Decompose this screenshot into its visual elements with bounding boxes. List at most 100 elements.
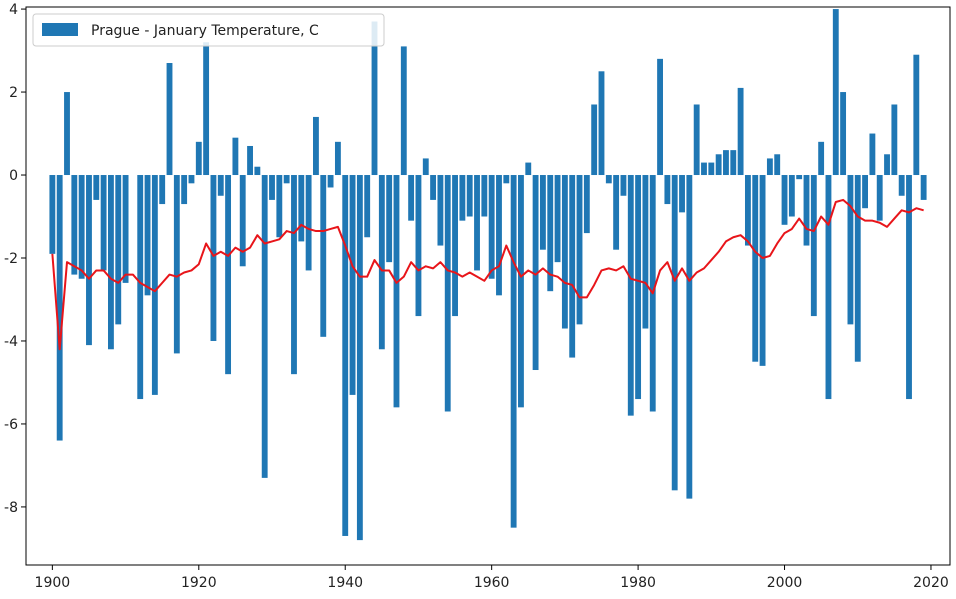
bar bbox=[598, 71, 605, 176]
bar bbox=[71, 175, 78, 275]
bar bbox=[737, 87, 744, 176]
bar bbox=[437, 175, 444, 246]
y-tick-label: -8 bbox=[4, 500, 18, 516]
bar bbox=[832, 9, 839, 176]
bar bbox=[100, 175, 107, 271]
bar bbox=[686, 175, 693, 499]
bar bbox=[64, 92, 70, 176]
bar-series bbox=[49, 9, 927, 541]
bar bbox=[810, 175, 817, 317]
bar bbox=[891, 104, 898, 176]
bar bbox=[320, 175, 327, 337]
bar bbox=[408, 175, 415, 221]
bar bbox=[671, 175, 678, 491]
bar bbox=[239, 175, 246, 267]
bar bbox=[93, 175, 100, 200]
y-axis: -8 -6 -4 -2 0 2 4 bbox=[4, 2, 26, 516]
bar bbox=[203, 42, 210, 176]
bar bbox=[605, 175, 612, 184]
bar bbox=[254, 166, 261, 176]
running-mean-line bbox=[51, 198, 924, 351]
bar bbox=[796, 175, 803, 180]
bar bbox=[539, 175, 546, 250]
y-tick-label: 2 bbox=[9, 85, 18, 101]
bar bbox=[430, 175, 437, 200]
bar bbox=[86, 175, 92, 346]
bar bbox=[378, 175, 385, 350]
bar bbox=[144, 175, 151, 296]
bar bbox=[554, 175, 561, 263]
y-tick-label: -2 bbox=[4, 251, 18, 267]
bar bbox=[906, 175, 912, 400]
y-tick-label: -4 bbox=[4, 334, 18, 350]
bar bbox=[847, 175, 854, 325]
bar bbox=[591, 104, 598, 176]
bar bbox=[788, 175, 795, 217]
bar bbox=[386, 175, 393, 263]
bar bbox=[488, 175, 495, 279]
bar bbox=[188, 175, 195, 184]
x-tick-label: 2020 bbox=[913, 575, 949, 591]
bar bbox=[510, 175, 517, 528]
bar bbox=[613, 175, 620, 250]
bar bbox=[876, 175, 883, 221]
bar bbox=[247, 145, 253, 176]
y-tick-label: 4 bbox=[9, 2, 18, 18]
bar bbox=[225, 175, 232, 375]
bar bbox=[701, 162, 707, 176]
bar bbox=[744, 175, 751, 246]
bar bbox=[657, 58, 663, 176]
bar bbox=[635, 175, 642, 400]
bar bbox=[532, 175, 539, 371]
bar bbox=[920, 175, 927, 200]
bar bbox=[210, 175, 217, 341]
bar bbox=[78, 175, 85, 279]
bar bbox=[679, 175, 685, 213]
bar bbox=[525, 162, 532, 176]
bar bbox=[283, 175, 290, 184]
bar bbox=[305, 175, 312, 271]
bar bbox=[261, 175, 268, 478]
bar bbox=[547, 175, 554, 292]
bar bbox=[503, 175, 510, 184]
bar bbox=[496, 175, 502, 296]
bar bbox=[752, 175, 759, 362]
bar bbox=[898, 175, 905, 196]
bar bbox=[349, 175, 356, 395]
bar bbox=[627, 175, 634, 416]
bar bbox=[569, 175, 576, 358]
bar bbox=[474, 175, 480, 271]
bar bbox=[181, 175, 188, 205]
bar bbox=[173, 175, 180, 354]
bar bbox=[459, 175, 466, 221]
legend: Prague - January Temperature, C bbox=[32, 13, 385, 47]
bar bbox=[708, 162, 715, 176]
bar bbox=[576, 175, 583, 325]
bar bbox=[298, 175, 305, 242]
bar bbox=[803, 175, 810, 246]
bar bbox=[313, 116, 319, 176]
bar bbox=[481, 175, 488, 217]
x-tick-label: 2000 bbox=[767, 575, 803, 591]
bar bbox=[400, 46, 407, 176]
bar bbox=[561, 175, 568, 329]
bar bbox=[818, 141, 825, 176]
x-tick-label: 1920 bbox=[181, 575, 217, 591]
legend-label: Prague - January Temperature, C bbox=[91, 23, 319, 39]
bar bbox=[232, 137, 239, 176]
bar bbox=[371, 21, 378, 176]
bar bbox=[869, 133, 876, 176]
bar bbox=[327, 175, 334, 188]
bar bbox=[884, 154, 890, 176]
x-tick-label: 1940 bbox=[327, 575, 363, 591]
bar bbox=[291, 175, 297, 375]
bar bbox=[356, 175, 363, 541]
bar bbox=[122, 175, 129, 283]
bar bbox=[364, 175, 371, 238]
bar bbox=[444, 175, 451, 412]
bar bbox=[730, 150, 737, 176]
bar bbox=[840, 92, 847, 176]
bar bbox=[393, 175, 400, 408]
bar bbox=[913, 54, 920, 176]
